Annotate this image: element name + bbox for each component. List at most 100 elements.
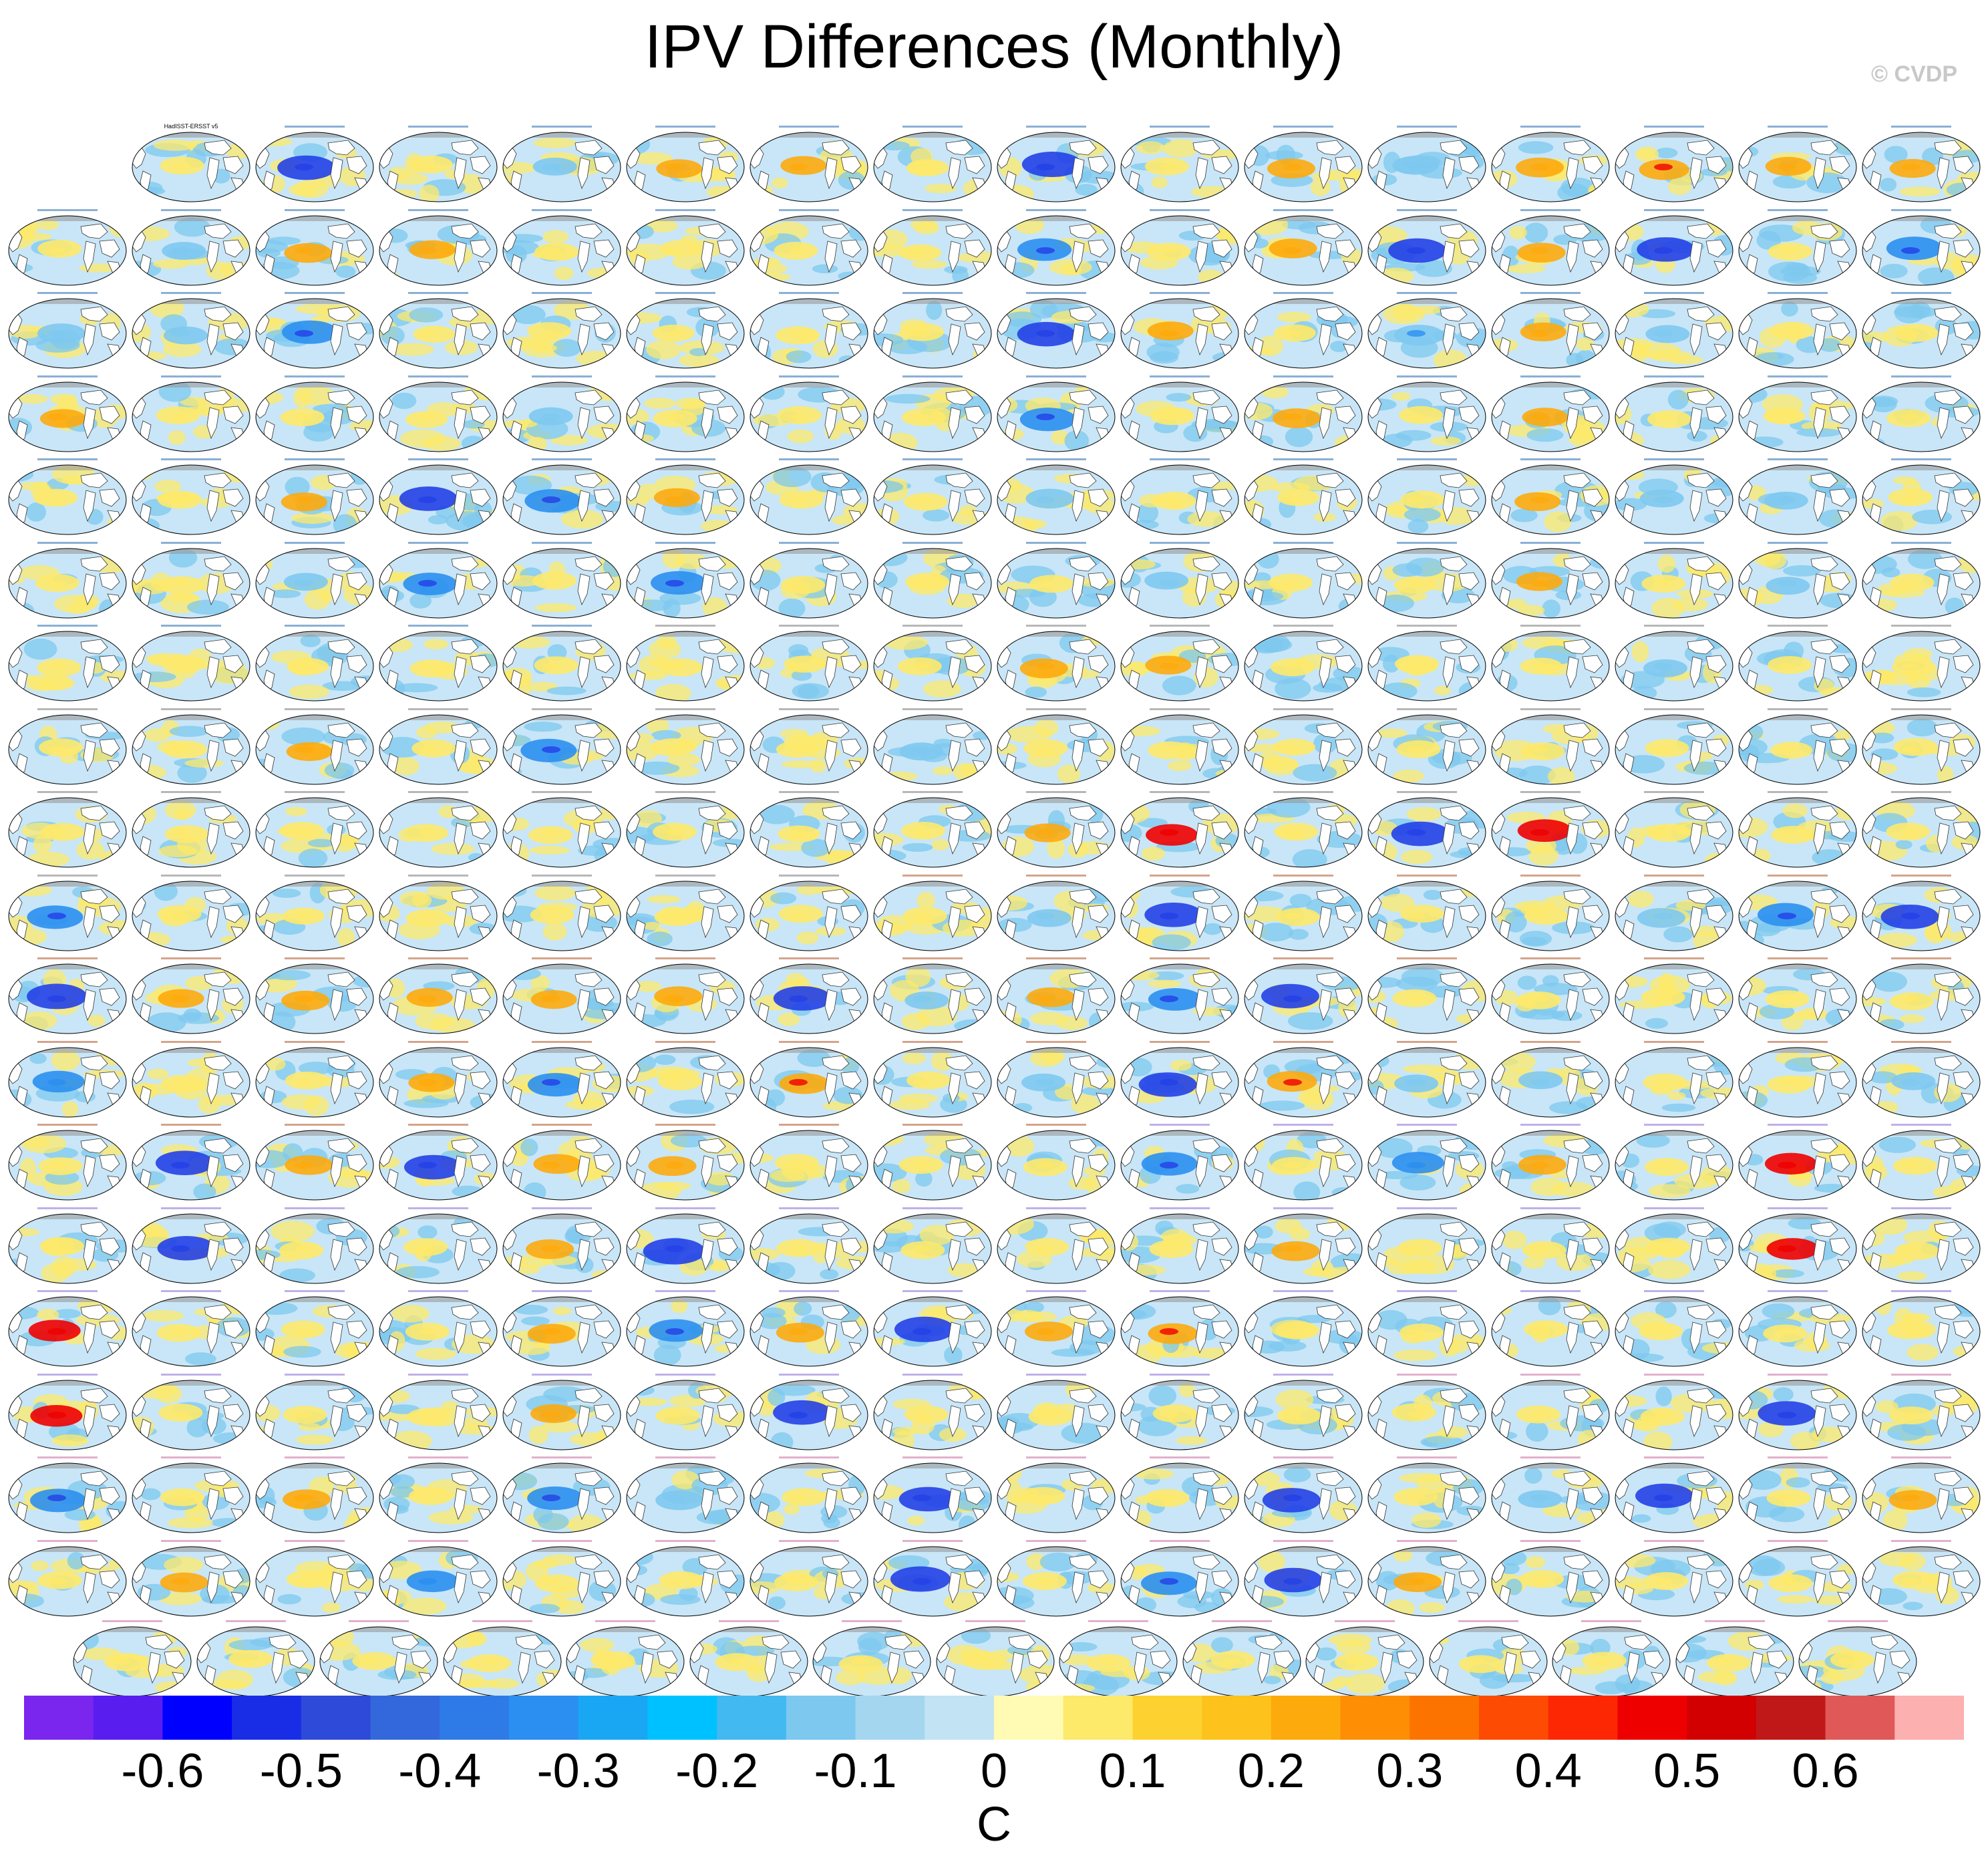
anomaly-blob [508,635,550,649]
polar-mask [503,1213,621,1219]
anomaly-blob [1655,148,1678,158]
map-border [997,298,1116,369]
polar-mask [132,381,250,387]
panel-label [1520,292,1581,294]
anomaly-blob [1884,146,1908,164]
pacific-anomaly-core [295,746,313,753]
panel-label [1397,126,1457,128]
map-panel [378,289,498,372]
anomaly-blob [529,846,570,855]
panel-label [1644,708,1704,710]
pacific-anomaly-core [295,413,313,420]
anomaly-blob [572,1090,604,1108]
panel-label [1397,292,1457,294]
anomaly-blob [324,762,355,778]
map-svg [873,1047,992,1117]
map-svg [1120,881,1239,951]
polar-mask [9,714,126,720]
map-panel [7,788,128,871]
pacific-anomaly-core [295,330,313,337]
pacific-anomaly-core [665,829,684,836]
map-panel [502,539,622,622]
polar-mask [132,798,250,803]
anomaly-blob [1176,1184,1200,1194]
pacific-anomaly-core [1407,663,1426,669]
map-panel [749,456,869,538]
anomaly-blob [154,480,182,493]
map-svg [132,548,251,618]
map-panel [1614,456,1734,538]
polar-mask [1739,381,1856,387]
map-panel [255,955,375,1038]
anomaly-blob [958,251,991,263]
land-mass [1563,140,1591,156]
panel-label [902,292,963,294]
anomaly-blob [820,1268,839,1279]
map-panel [625,206,746,289]
map-panel [1737,539,1858,622]
map-panel [1120,1121,1240,1204]
pacific-anomaly-core [171,1245,190,1252]
map-panel [1367,373,1487,456]
land-mass [1689,157,1703,190]
map-panel [1861,788,1981,871]
anomaly-blob [1121,725,1161,736]
anomaly-blob [1198,269,1224,284]
map-svg [1615,215,1733,285]
anomaly-blob [812,264,838,273]
map-panel [1243,872,1363,955]
map-border [1244,132,1363,202]
polar-mask [379,548,497,554]
anomaly-blob [1393,769,1425,782]
anomaly-blob [1542,599,1561,618]
anomaly-blob [902,1052,926,1064]
anomaly-blob [379,1271,399,1280]
anomaly-blob [1392,563,1423,577]
pacific-anomaly-core [789,829,808,836]
panel-label [1397,458,1457,460]
polar-mask [874,881,991,887]
pacific-anomaly-core [295,496,313,503]
polar-mask [132,714,250,720]
map-svg [1491,714,1610,784]
anomaly-blob [409,307,444,323]
panel-label [1397,708,1457,710]
map-panel [749,289,869,372]
map-panel [1861,872,1981,955]
anomaly-blob [1167,760,1192,771]
anomaly-blob [1616,470,1645,480]
map-panel [1243,456,1363,538]
map-svg [1615,1047,1733,1117]
map-border [1244,215,1363,285]
panel-label [1150,1124,1210,1126]
anomaly-blob [655,1181,691,1191]
panel-label [285,1124,345,1126]
panel-label [655,208,715,211]
map-svg [626,381,745,452]
map-panel [1490,123,1611,206]
polar-mask [1739,548,1856,554]
map-svg [1244,714,1363,784]
land-mass [204,223,232,239]
pacific-anomaly-core [1160,995,1178,1002]
pacific-anomaly-core [1283,247,1302,254]
panel-label [1644,458,1704,460]
map-panel [1614,539,1734,622]
anomaly-blob [37,218,59,230]
panel-label [1150,126,1210,128]
anomaly-blob [1551,1181,1595,1197]
map-svg [8,963,127,1034]
panel-label [902,208,963,211]
anomaly-blob [1903,647,1933,660]
map-panel [131,456,251,538]
polar-mask [1739,964,1856,969]
pacific-anomaly-core [665,1162,684,1169]
map-svg [255,381,374,452]
polar-mask [1368,1047,1486,1053]
polar-mask [997,548,1115,554]
anomaly-blob [923,509,950,522]
polar-mask [256,714,373,720]
pacific-anomaly-core [1654,912,1673,919]
map-svg [997,631,1116,702]
panel-label [1026,458,1086,460]
